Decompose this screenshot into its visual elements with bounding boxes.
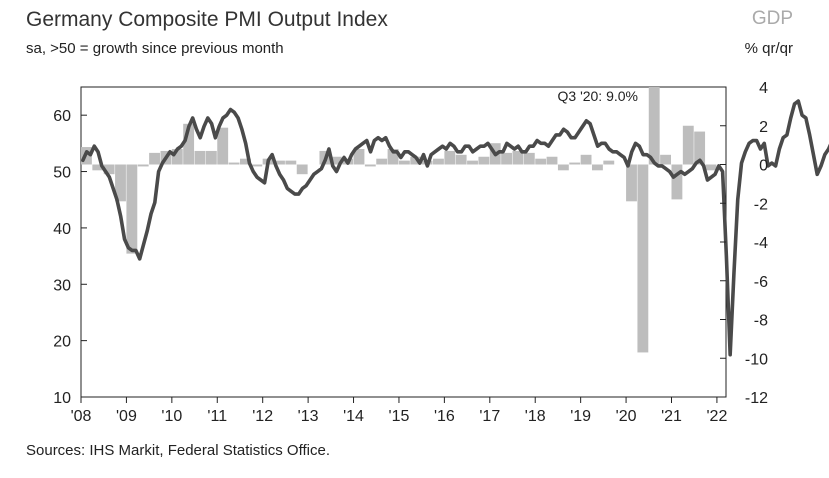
gdp-bar <box>171 149 183 165</box>
gdp-bar <box>671 164 683 200</box>
right-tick-label: -4 <box>754 235 768 252</box>
gdp-bar <box>478 156 490 165</box>
gdp-bar <box>648 87 660 165</box>
gdp-bar <box>137 164 149 167</box>
gdp-bar <box>205 150 217 165</box>
right-axis-unit: % qr/qr <box>744 40 793 57</box>
source-note: Sources: IHS Markit, Federal Statistics … <box>26 442 330 459</box>
pmi-line <box>81 99 829 357</box>
gdp-bar <box>126 164 138 254</box>
right-tick-label: 2 <box>759 119 768 136</box>
right-tick-label: 0 <box>759 158 768 175</box>
x-tick-label: '22 <box>706 408 727 425</box>
right-tick-label: -2 <box>754 196 768 213</box>
gdp-bar <box>557 164 569 171</box>
gdp-bar <box>183 123 195 165</box>
gdp-bar <box>149 152 160 165</box>
x-tick-label: '08 <box>71 408 92 425</box>
gdp-bar <box>546 156 558 165</box>
gdp-bar <box>580 154 592 165</box>
left-axis-ticks: 10 20 30 40 50 60 <box>53 108 87 407</box>
plot-frame <box>80 86 727 398</box>
left-tick-label: 30 <box>53 277 71 294</box>
gdp-bar <box>194 150 206 165</box>
left-tick-label: 40 <box>53 221 71 238</box>
right-tick-label: -6 <box>754 274 768 291</box>
gdp-bar <box>274 160 285 165</box>
left-tick-label: 60 <box>53 108 71 125</box>
gdp-bar <box>353 149 365 165</box>
chart-subtitle: sa, >50 = growth since previous month <box>26 40 284 57</box>
gdp-bar <box>682 125 694 165</box>
gdp-bar <box>592 164 603 171</box>
chart-title: Germany Composite PMI Output Index <box>26 8 388 31</box>
gdp-bar <box>444 150 456 165</box>
gdp-bar <box>217 127 229 165</box>
gdp-bar <box>569 162 581 165</box>
x-tick-label: '21 <box>661 408 682 425</box>
gdp-bars <box>81 87 717 353</box>
x-tick-label: '20 <box>616 408 637 425</box>
gdp-bar <box>660 154 671 165</box>
gdp-bar <box>535 158 547 165</box>
gdp-bar <box>296 164 308 175</box>
right-axis-title: GDP <box>751 8 793 29</box>
gdp-bar <box>467 160 478 165</box>
gdp-q3-2020-annotation: Q3 '20: 9.0% <box>558 88 639 104</box>
right-axis-ticks: 4 2 0 -2 -4 -6 -8 -10 -12 <box>720 80 768 407</box>
gdp-bar <box>603 160 615 165</box>
x-tick-label: '16 <box>434 408 455 425</box>
gdp-bar <box>637 164 649 353</box>
x-axis-ticks: '08 '09 '10 '11 '12 '13 '14 '15 '16 '17 '18 '19 '20 '… <box>71 397 727 425</box>
x-tick-label: '17 <box>479 408 500 425</box>
gdp-bar <box>455 154 467 165</box>
gdp-bar <box>410 156 422 165</box>
gdp-bar <box>398 160 410 165</box>
x-tick-label: '10 <box>161 408 182 425</box>
gdp-bar <box>285 160 297 165</box>
x-tick-label: '19 <box>570 408 591 425</box>
gdp-bar <box>705 164 717 171</box>
left-tick-label: 10 <box>53 390 71 407</box>
x-tick-label: '14 <box>343 408 364 425</box>
gdp-bar <box>523 152 535 165</box>
gdp-bar <box>626 164 637 202</box>
x-tick-label: '18 <box>525 408 546 425</box>
gdp-bar <box>376 158 388 165</box>
x-tick-label: '13 <box>298 408 319 425</box>
gdp-bar <box>364 164 376 167</box>
x-tick-label: '09 <box>116 408 137 425</box>
right-tick-label: -8 <box>754 313 768 330</box>
gdp-bar <box>103 164 115 175</box>
gdp-bar <box>433 158 444 165</box>
gdp-bar <box>512 150 524 165</box>
right-tick-label: 4 <box>759 80 768 97</box>
pmi-line-group <box>81 99 829 357</box>
right-tick-label: -12 <box>745 390 768 407</box>
gdp-bar <box>239 158 251 165</box>
x-tick-label: '15 <box>389 408 410 425</box>
x-tick-label: '12 <box>252 408 273 425</box>
gdp-bar <box>115 164 126 202</box>
gdp-bar <box>501 152 513 165</box>
gdp-bar <box>92 164 104 171</box>
right-tick-label: -10 <box>745 351 768 368</box>
left-tick-label: 20 <box>53 334 71 351</box>
gdp-bar <box>694 131 706 165</box>
x-tick-label: '11 <box>207 408 227 425</box>
gdp-bar <box>228 162 240 165</box>
left-tick-label: 50 <box>53 165 71 182</box>
gdp-bar <box>251 164 263 167</box>
gdp-bar <box>330 156 342 165</box>
gdp-bar <box>387 149 399 165</box>
